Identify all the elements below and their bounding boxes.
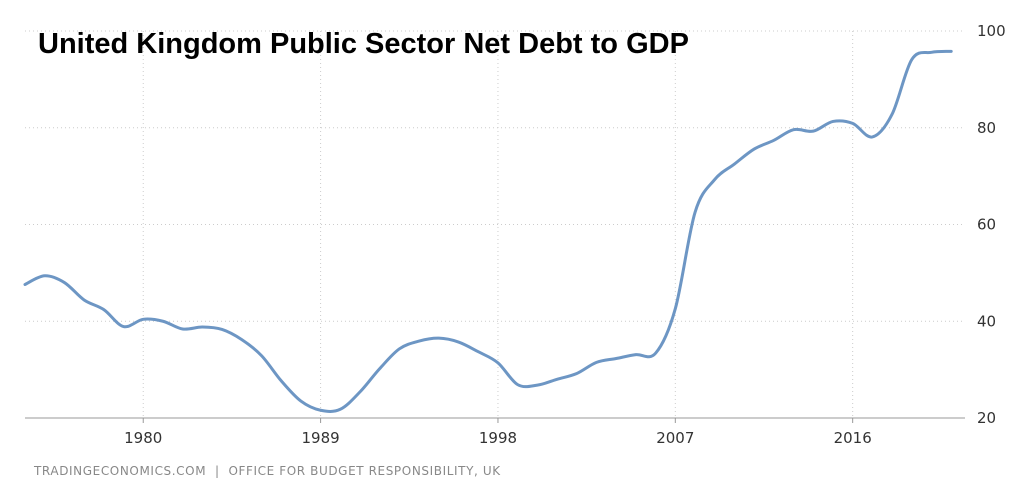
x-tick-label: 1998 bbox=[479, 429, 517, 447]
series-group bbox=[23, 49, 953, 413]
x-tick-label: 2007 bbox=[656, 429, 694, 447]
x-tick-label: 2016 bbox=[834, 429, 872, 447]
axis-tick-labels: 20 40 60 80 100 1980 1989 1998 2007 2016 bbox=[124, 22, 1005, 447]
y-tick-label: 60 bbox=[977, 216, 996, 234]
x-tick-label: 1989 bbox=[302, 429, 340, 447]
y-tick-label: 20 bbox=[977, 409, 996, 427]
x-tick-label: 1980 bbox=[124, 429, 162, 447]
chart-source: TRADINGECONOMICS.COM | OFFICE FOR BUDGET… bbox=[33, 464, 501, 478]
y-tick-label: 40 bbox=[977, 312, 996, 330]
chart-title: United Kingdom Public Sector Net Debt to… bbox=[38, 28, 689, 60]
y-tick-label: 100 bbox=[977, 22, 1006, 40]
y-tick-label: 80 bbox=[977, 119, 996, 137]
grid-lines bbox=[25, 30, 965, 418]
series-line-0 bbox=[23, 49, 953, 413]
